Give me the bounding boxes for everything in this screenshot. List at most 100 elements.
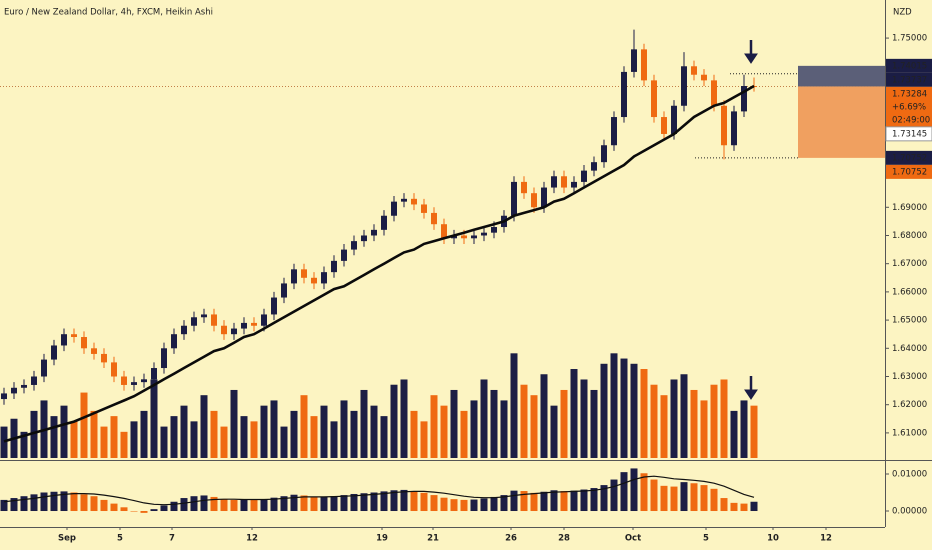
volume-bar xyxy=(170,416,178,458)
arrow-head xyxy=(744,53,758,64)
candle-body xyxy=(651,80,657,118)
price-label: 1.70752 xyxy=(892,167,927,177)
candle-body xyxy=(461,235,467,239)
price-label-box xyxy=(885,126,932,142)
y-tick-label: 1.61000 xyxy=(892,428,927,438)
candle-body xyxy=(481,232,487,236)
candle-body xyxy=(571,181,577,188)
candle-body xyxy=(351,241,357,250)
candle-body xyxy=(681,66,687,106)
osc-bar xyxy=(120,507,128,512)
arrow-head xyxy=(744,389,758,400)
candle-body xyxy=(471,235,477,239)
osc-tick-label: 0.00000 xyxy=(892,507,927,517)
price-label: 1.74015 xyxy=(892,61,927,71)
candle-body xyxy=(561,176,567,188)
x-tick-label: 7 xyxy=(169,534,175,544)
osc-bar xyxy=(300,495,308,512)
volume-bar xyxy=(310,416,318,458)
candle-body xyxy=(211,314,217,326)
osc-bar xyxy=(690,483,698,512)
volume-bar xyxy=(730,410,738,458)
candle-body xyxy=(741,86,747,112)
osc-bar xyxy=(670,486,678,512)
volume-bar xyxy=(20,431,28,458)
candle-body xyxy=(181,325,187,335)
volume-bar xyxy=(420,421,428,458)
candle-body xyxy=(221,325,227,335)
volume-bar xyxy=(360,389,368,458)
volume-bar xyxy=(690,389,698,458)
price-label-box xyxy=(886,150,932,165)
osc-bar xyxy=(330,496,338,512)
volume-bar xyxy=(390,384,398,458)
osc-bar xyxy=(10,498,18,512)
x-tick-label: 26 xyxy=(505,534,517,544)
x-tick-label: Sep xyxy=(58,534,76,544)
volume-bar xyxy=(30,410,38,458)
volume-bar xyxy=(580,379,588,458)
osc-bar xyxy=(210,496,218,512)
osc-bar xyxy=(660,485,668,512)
candle-body xyxy=(131,382,137,385)
candle-body xyxy=(721,105,727,146)
osc-bar xyxy=(160,505,168,512)
volume-bar xyxy=(200,395,208,458)
arrow-top xyxy=(744,40,758,64)
volume-bar xyxy=(370,405,378,458)
osc-bar xyxy=(340,495,348,512)
osc-bar xyxy=(280,496,288,512)
osc-bar xyxy=(490,496,498,512)
x-tick-label: 21 xyxy=(427,534,439,544)
price-change: +6.69% xyxy=(892,102,926,112)
candle-body xyxy=(161,348,167,369)
osc-bar xyxy=(250,499,258,512)
osc-bar xyxy=(580,489,588,512)
osc-bar xyxy=(750,501,758,512)
osc-bar xyxy=(640,473,648,512)
osc-bar xyxy=(710,488,718,512)
candle-body xyxy=(61,334,67,346)
volume-bar xyxy=(650,384,658,458)
osc-bar xyxy=(530,492,538,512)
x-tick-label: 12 xyxy=(246,534,258,544)
volume-bar xyxy=(660,395,668,458)
volume-bar xyxy=(70,421,78,458)
volume-bar xyxy=(130,421,138,458)
x-tick-label: Oct xyxy=(625,534,641,544)
candle-body xyxy=(521,181,527,194)
volume-bar xyxy=(680,374,688,458)
price-label: 1.73284 xyxy=(892,89,927,99)
osc-bar xyxy=(110,503,118,512)
volume-bar xyxy=(630,363,638,458)
volume-bar xyxy=(590,389,598,458)
candle-body xyxy=(341,249,347,261)
candle-body xyxy=(411,198,417,205)
candle-body xyxy=(591,162,597,171)
osc-bar xyxy=(260,499,268,512)
osc-bar xyxy=(290,494,298,512)
candle-body xyxy=(291,269,297,284)
candle-body xyxy=(81,337,87,349)
moving-average xyxy=(3,84,755,443)
osc-bar xyxy=(430,495,438,512)
osc-bar xyxy=(500,495,508,512)
candle-body xyxy=(371,229,377,236)
osc-tick-label: 0.01000 xyxy=(892,469,927,479)
osc-bar xyxy=(230,499,238,512)
volume-bar xyxy=(720,379,728,458)
candle-body xyxy=(421,204,427,213)
candle-body xyxy=(601,145,607,163)
y-tick-label: 1.75000 xyxy=(892,34,927,44)
volume-bar xyxy=(440,405,448,458)
position-stop xyxy=(798,65,885,87)
osc-bar xyxy=(610,479,618,512)
candle-body xyxy=(301,269,307,278)
volume-bar xyxy=(700,400,708,458)
plot: 1.61000 1.62000 1.63000 1.64000 1.65000 1.660… xyxy=(0,29,932,544)
osc-bar xyxy=(50,491,58,512)
candle-body xyxy=(541,187,547,208)
